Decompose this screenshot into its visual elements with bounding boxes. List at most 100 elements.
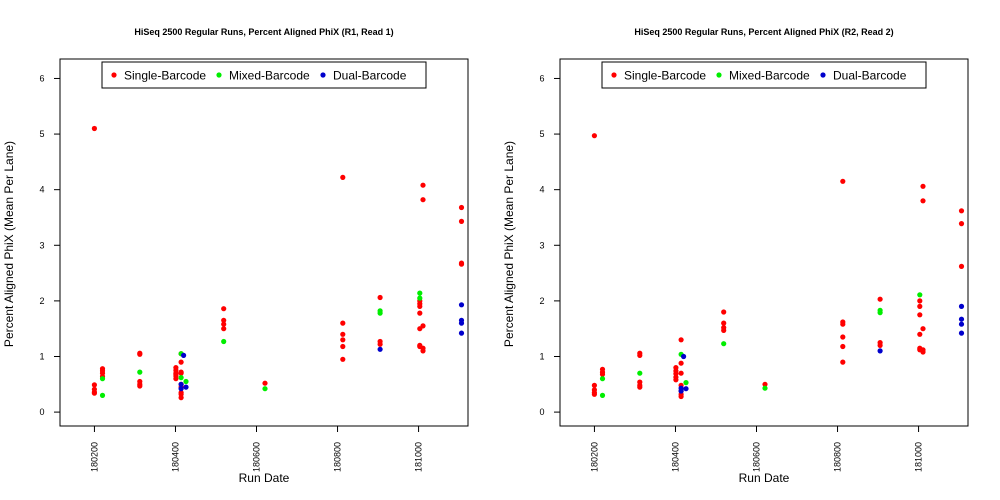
y-tick-label: 1 [39, 351, 44, 361]
x-axis-label: Run Date [739, 471, 790, 485]
x-tick-label: 181000 [914, 442, 924, 472]
chart-panel-read2: HiSeq 2500 Regular Runs, Percent Aligned… [502, 27, 969, 485]
single-barcode-point [678, 370, 684, 376]
legend: Single-Barcode Mixed-Barcode Dual-Barcode [101, 61, 427, 89]
legend-label: Single-Barcode [124, 69, 206, 83]
single-barcode-point [599, 371, 606, 377]
single-barcode-point [340, 331, 346, 337]
mixed-barcode-point [721, 341, 727, 347]
y-tick-label: 3 [539, 240, 544, 250]
single-barcode-point [178, 359, 184, 365]
legend-label: Mixed-Barcode [729, 69, 810, 83]
dual-barcode-point [458, 330, 465, 336]
single-barcode-point [458, 204, 465, 211]
legend-box [601, 61, 927, 89]
single-barcode-point [678, 360, 684, 366]
y-axis-label: Percent Aligned PhiX (Mean Per Lane) [2, 141, 16, 347]
single-barcode-point [917, 303, 923, 309]
single-barcode-point [173, 376, 179, 382]
dual-barcode-point [181, 352, 187, 358]
dual-barcode-point [683, 386, 689, 392]
mixed-barcode-point [262, 386, 268, 392]
dual-barcode-point [958, 330, 965, 336]
single-barcode-point [91, 125, 97, 132]
single-barcode-point [91, 382, 97, 388]
single-barcode-point [917, 331, 923, 337]
mixed-barcode-point [137, 369, 143, 375]
chart-title: HiSeq 2500 Regular Runs, Percent Aligned… [634, 27, 893, 37]
y-tick-label: 2 [39, 296, 44, 306]
single-barcode-point [262, 380, 268, 386]
legend-marker [716, 72, 722, 78]
y-tick-label: 5 [39, 129, 44, 139]
single-barcode-point [420, 348, 426, 354]
single-barcode-point [721, 320, 727, 326]
mixed-barcode-point [178, 375, 184, 381]
mixed-barcode-point [917, 292, 923, 298]
single-barcode-point [917, 298, 923, 304]
single-barcode-point [920, 183, 926, 189]
dual-barcode-point [958, 316, 965, 322]
legend: Single-Barcode Mixed-Barcode Dual-Barcode [601, 61, 927, 89]
y-tick-label: 1 [539, 351, 544, 361]
x-tick-label: 180400 [170, 442, 180, 472]
dual-barcode-point [958, 321, 965, 327]
single-barcode-point [678, 337, 684, 343]
mixed-barcode-point [99, 376, 106, 382]
single-barcode-point [173, 371, 179, 377]
single-barcode-point [420, 323, 426, 329]
mixed-barcode-point [599, 376, 606, 382]
mixed-barcode-point [683, 380, 689, 386]
dual-barcode-point [458, 302, 465, 308]
x-axis-label: Run Date [239, 471, 290, 485]
single-barcode-point [377, 294, 383, 301]
single-barcode-point [221, 306, 227, 312]
x-tick-label: 180600 [252, 442, 262, 472]
x-tick-label: 181000 [414, 442, 424, 472]
dual-barcode-point [178, 381, 184, 387]
mixed-barcode-point [417, 290, 423, 296]
y-tick-label: 0 [539, 407, 544, 417]
mixed-barcode-point [99, 392, 106, 398]
mixed-barcode-point [599, 392, 606, 398]
single-barcode-point [591, 391, 598, 397]
single-barcode-point [137, 351, 143, 357]
single-barcode-point [417, 310, 423, 316]
single-barcode-point [840, 178, 846, 184]
single-barcode-point [762, 381, 768, 387]
single-barcode-point [920, 326, 926, 332]
chart-title: HiSeq 2500 Regular Runs, Percent Aligned… [134, 27, 393, 37]
single-barcode-point [917, 312, 923, 318]
plot-frame [559, 58, 969, 427]
dual-barcode-point [877, 348, 883, 354]
single-barcode-point [420, 182, 426, 188]
mixed-barcode-point [417, 295, 423, 301]
single-barcode-point [377, 341, 383, 347]
legend-marker [611, 72, 617, 78]
legend-marker [320, 72, 326, 78]
single-barcode-point [840, 359, 846, 365]
dual-barcode-point [183, 384, 189, 390]
legend-marker [111, 72, 117, 78]
single-barcode-point [637, 352, 643, 358]
single-barcode-point [340, 174, 346, 180]
legend-label: Single-Barcode [624, 69, 706, 83]
y-tick-label: 4 [539, 185, 544, 195]
x-tick-label: 180800 [333, 442, 343, 472]
single-barcode-point [958, 221, 965, 227]
single-barcode-point [637, 384, 643, 390]
single-barcode-point [340, 343, 346, 350]
chart-panel-read1: HiSeq 2500 Regular Runs, Percent Aligned… [2, 27, 469, 485]
y-tick-label: 6 [539, 73, 544, 83]
legend-label: Dual-Barcode [833, 69, 907, 83]
dual-barcode-point [681, 353, 687, 360]
single-barcode-point [877, 342, 883, 348]
mixed-barcode-point [377, 310, 383, 316]
single-barcode-point [840, 321, 846, 327]
single-barcode-point [137, 383, 143, 389]
single-barcode-point [877, 296, 883, 302]
single-barcode-point [458, 218, 465, 224]
x-tick-label: 180200 [89, 442, 99, 472]
dual-barcode-point [178, 386, 184, 392]
